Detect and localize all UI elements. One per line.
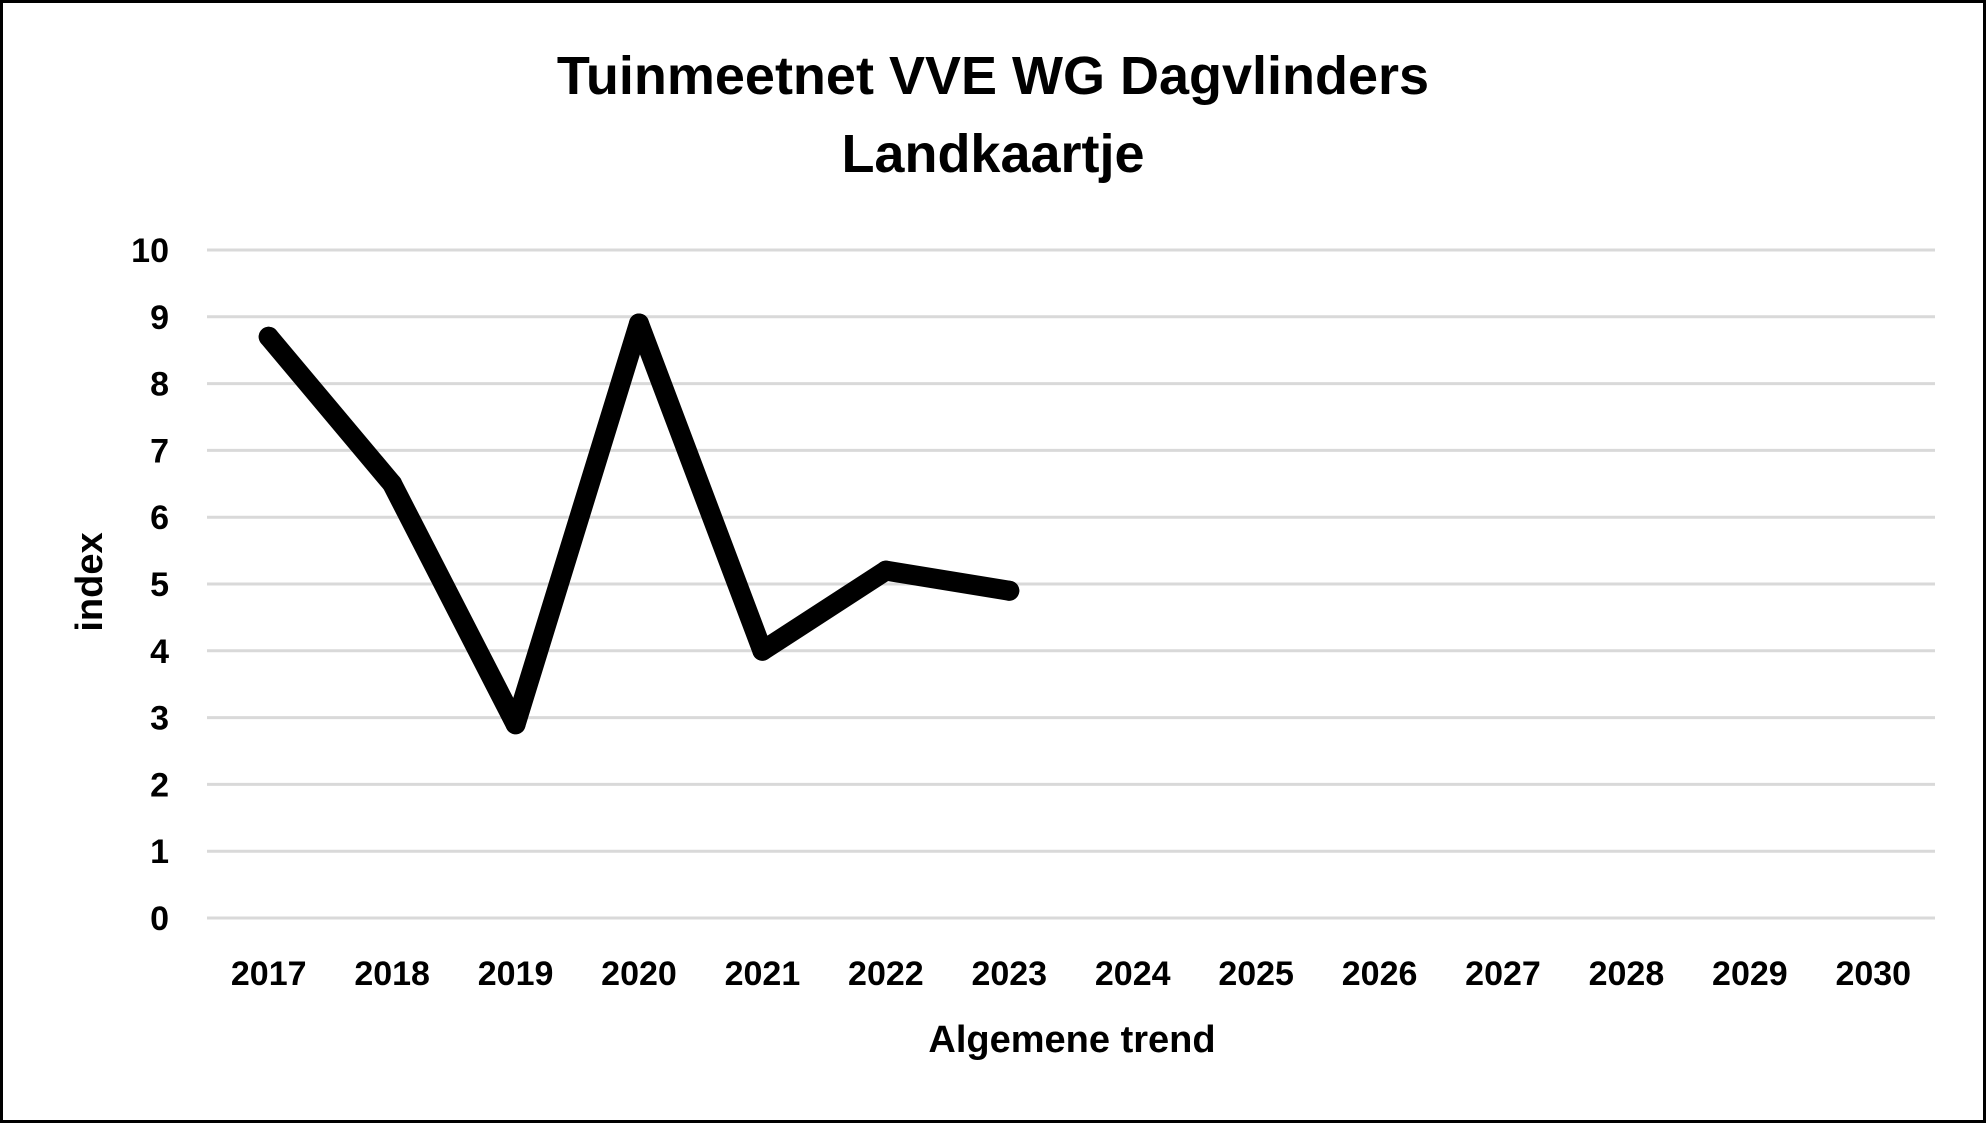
x-tick-label: 2021 [725, 955, 801, 993]
y-tick-label: 7 [150, 432, 169, 470]
chart-title: Tuinmeetnet VVE WG Dagvlinders [557, 46, 1429, 106]
data-point [752, 640, 773, 661]
y-tick-label: 10 [131, 232, 169, 270]
y-axis-title: index [69, 532, 111, 631]
x-tick-label: 2020 [601, 955, 677, 993]
y-tick-label: 6 [150, 499, 169, 537]
x-tick-label: 2029 [1712, 955, 1788, 993]
x-tick-label: 2022 [848, 955, 924, 993]
y-tick-label: 8 [150, 366, 169, 404]
x-tick-label: 2019 [478, 955, 554, 993]
x-tick-label: 2024 [1095, 955, 1171, 993]
data-point [505, 714, 526, 735]
chart-subtitle: Landkaartje [841, 124, 1144, 184]
x-tick-label: 2023 [971, 955, 1047, 993]
x-tick-label: 2026 [1342, 955, 1418, 993]
y-axis-ticks: 0 1 2 3 4 5 6 7 8 9 10 [131, 232, 169, 938]
y-tick-label: 0 [150, 900, 169, 938]
data-point [629, 313, 649, 334]
data-point [999, 580, 1020, 601]
x-tick-label: 2028 [1589, 955, 1665, 993]
x-tick-label: 2017 [231, 955, 307, 993]
data-point [258, 326, 279, 347]
y-tick-label: 5 [150, 566, 169, 604]
y-tick-label: 9 [150, 299, 169, 337]
y-tick-label: 2 [150, 766, 169, 804]
gridlines [207, 248, 1935, 920]
data-point [382, 473, 403, 494]
x-tick-label: 2025 [1218, 955, 1294, 993]
x-axis-title: Algemene trend [928, 1019, 1215, 1061]
y-tick-label: 3 [150, 700, 169, 738]
y-tick-label: 1 [150, 833, 169, 871]
x-tick-label: 2030 [1835, 955, 1911, 993]
x-tick-label: 2027 [1465, 955, 1541, 993]
x-axis-ticks: 2017 2018 2019 2020 2021 2022 2023 2024 2025 2026… [231, 955, 1911, 993]
x-tick-label: 2018 [354, 955, 430, 993]
data-point [875, 560, 896, 581]
y-tick-label: 4 [150, 633, 169, 671]
series-layer [258, 313, 1020, 735]
